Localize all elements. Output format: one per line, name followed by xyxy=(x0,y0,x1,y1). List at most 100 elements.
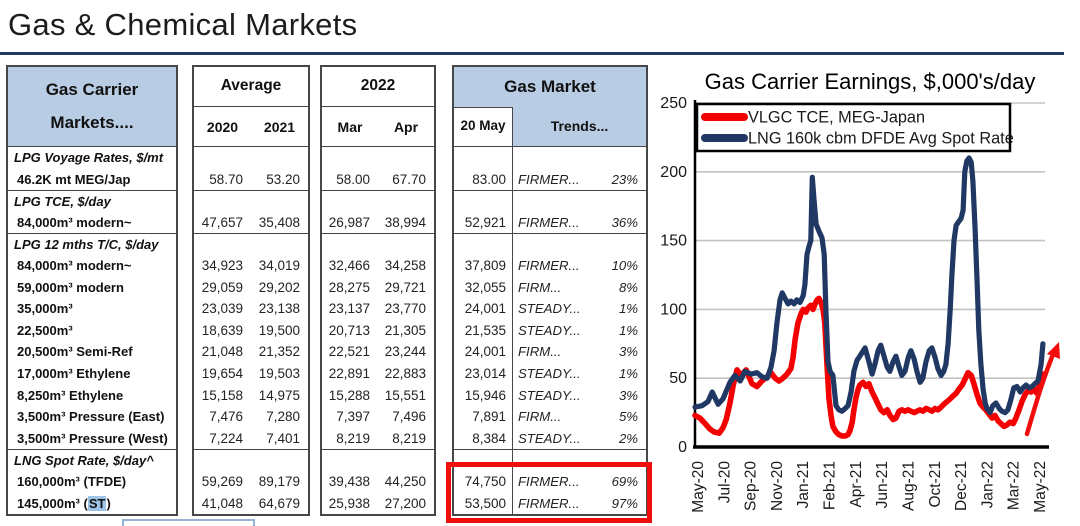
trend-cell: STEADY... 3% xyxy=(513,388,646,403)
trend-text: STEADY... xyxy=(518,366,581,382)
sub-header-apr: Apr xyxy=(393,118,419,135)
x-tick-label: Jan-22 xyxy=(979,461,996,508)
y-tick-label: 200 xyxy=(660,164,687,181)
table-row: 20,500m³ Semi-Ref xyxy=(8,341,176,363)
value-apr: 7,496 xyxy=(392,409,426,425)
table-row xyxy=(194,190,308,212)
x-tick-label: Feb-21 xyxy=(822,461,839,510)
table-row: 19,654 19,503 xyxy=(194,363,308,385)
trend-text: STEADY... xyxy=(518,430,581,446)
table-row: 41,048 64,679 xyxy=(194,492,308,514)
value-mar: 22,521 xyxy=(328,344,370,360)
trend-text: STEADY... xyxy=(518,387,581,403)
table-row: 59,269 89,179 xyxy=(194,471,308,493)
value-mar: 7,397 xyxy=(336,409,370,425)
market-label: 84,000m³ modern~ xyxy=(17,258,132,274)
table-row: 23,039 23,138 xyxy=(194,298,308,320)
table-row: 84,000m³ modern~ xyxy=(8,212,176,234)
value-20may: 74,750 xyxy=(454,470,513,493)
trend-text: STEADY... xyxy=(518,301,581,317)
value-2020: 7,476 xyxy=(209,409,243,425)
sub-header-2020: 2020 xyxy=(206,118,239,135)
table-row: 32,055 FIRM... 8% xyxy=(454,276,646,299)
year2022-panel: 2022 Mar Apr 58.00 67.70 26,987 38,994 32,46… xyxy=(320,65,436,516)
trend-pct: 5% xyxy=(618,409,638,425)
year2022-subheader: Mar Apr xyxy=(322,107,434,147)
trend-cell: STEADY... 1% xyxy=(513,301,646,316)
x-tick-label: Mar-22 xyxy=(1006,461,1023,510)
year2022-header: 2022 xyxy=(322,67,434,107)
gas-market-panel: Gas Market 20 May Trends... 83.00 FIRMER.… xyxy=(452,65,648,516)
trend-text: FIRMER... xyxy=(518,215,580,231)
chart-canvas: 0 50 100 150 200 250 May-20 Jul-20 Sep-20 Nov-20 J… xyxy=(660,95,1060,513)
gas-market-header: Gas Market xyxy=(504,77,596,96)
highlight-red-box xyxy=(446,462,652,523)
value-2020: 47,657 xyxy=(201,215,243,231)
group-label: LPG TCE, $/day xyxy=(14,193,111,209)
table-row: 26,987 38,994 xyxy=(322,212,434,234)
value-20may: 24,001 xyxy=(454,341,513,363)
value-apr: 27,200 xyxy=(384,495,426,511)
table-row: 8,384 STEADY... 2% xyxy=(454,427,646,450)
table-row: 47,657 35,408 xyxy=(194,212,308,234)
x-tick-label: Nov-20 xyxy=(769,461,786,511)
trend-cell: FIRMER... 97% xyxy=(513,496,646,511)
table-row: 21,048 21,352 xyxy=(194,341,308,363)
table-row: 17,000m³ Ethylene xyxy=(8,363,176,385)
table-row xyxy=(194,233,308,255)
value-20may: 52,921 xyxy=(454,211,513,234)
table-row: 24,001 STEADY... 1% xyxy=(454,298,646,320)
value-mar: 20,713 xyxy=(328,322,370,338)
table-row xyxy=(194,449,308,471)
value-2020: 21,048 xyxy=(201,344,243,360)
market-label: 3,500m³ Pressure (West) xyxy=(17,430,168,446)
partial-box xyxy=(122,519,255,526)
table-row: 22,521 23,244 xyxy=(322,341,434,363)
y-tick-label: 150 xyxy=(660,233,687,250)
table-row: 84,000m³ modern~ xyxy=(8,255,176,277)
value-2020: 59,269 xyxy=(201,473,243,489)
table-row: LPG Voyage Rates, $/mt xyxy=(8,147,176,169)
trend-text: FIRM... xyxy=(518,279,562,295)
value-2021: 29,202 xyxy=(258,279,300,295)
table-row: 3,500m³ Pressure (West) xyxy=(8,428,176,450)
trend-cell: FIRM... 5% xyxy=(513,409,646,424)
value-20may: 8,384 xyxy=(454,427,513,450)
sub-header-20may: 20 May xyxy=(454,107,513,147)
trend-arrow xyxy=(1024,354,1055,437)
trend-pct: 1% xyxy=(618,301,638,317)
value-2021: 19,500 xyxy=(258,322,300,338)
value-20may xyxy=(454,450,513,471)
value-apr: 15,551 xyxy=(384,387,426,403)
table-row: 3,500m³ Pressure (East) xyxy=(8,406,176,428)
table-row: 32,466 34,258 xyxy=(322,255,434,277)
value-apr: 8,219 xyxy=(392,430,426,446)
value-apr: 34,258 xyxy=(384,258,426,274)
value-apr: 67.70 xyxy=(392,171,426,187)
trend-text: STEADY... xyxy=(518,322,581,338)
value-apr: 23,244 xyxy=(384,344,426,360)
carrier-header-line2: Markets.... xyxy=(50,113,134,132)
trend-arrow-head xyxy=(1047,342,1060,359)
trend-pct: 10% xyxy=(611,258,638,274)
table-row: 25,938 27,200 xyxy=(322,492,434,514)
trend-cell: FIRM... 3% xyxy=(513,344,646,359)
y-tick-label: 50 xyxy=(669,370,687,387)
value-20may: 24,001 xyxy=(454,298,513,320)
x-tick-label: Oct-21 xyxy=(927,461,944,508)
market-label: 20,500m³ Semi-Ref xyxy=(17,344,133,360)
carrier-markets-panel: Gas Carrier Markets.... LPG Voyage Rates… xyxy=(6,65,178,516)
trend-text: FIRMER... xyxy=(518,473,580,489)
average-rows: 58.70 53.20 47,657 35,408 34,923 34,019 29,059… xyxy=(194,147,308,514)
value-20may xyxy=(454,191,513,212)
chart-title: Gas Carrier Earnings, $,000's/day xyxy=(704,69,1036,94)
market-label: 35,000m³ xyxy=(17,301,73,317)
value-2020: 29,059 xyxy=(201,279,243,295)
table-row: 8,250m³ Ethylene xyxy=(8,384,176,406)
value-2021: 19,503 xyxy=(258,366,300,382)
x-tick-label: Jan-21 xyxy=(795,461,812,508)
x-tick-label: Aug-21 xyxy=(901,461,918,511)
value-2021: 35,408 xyxy=(258,215,300,231)
x-tick-label: Jul-20 xyxy=(716,461,733,504)
x-tick-label: May-22 xyxy=(1032,461,1049,513)
